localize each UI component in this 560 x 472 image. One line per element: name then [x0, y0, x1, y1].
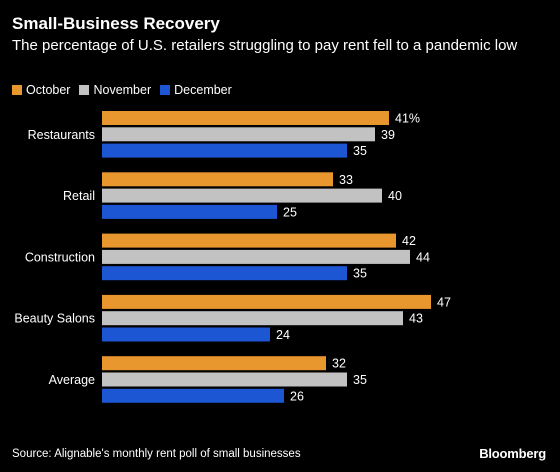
- source-note: Source: Alignable's monthly rent poll of…: [12, 448, 301, 460]
- legend-label-october: October: [26, 83, 71, 97]
- legend-item-november: November: [79, 83, 151, 97]
- category-label-beauty-salons: Beauty Salons: [14, 312, 95, 326]
- bar-retail-november: [102, 188, 382, 203]
- legend-swatch-december: [160, 85, 171, 95]
- legend-swatch-october: [12, 85, 22, 95]
- category-label-restaurants: Restaurants: [28, 128, 95, 142]
- bar-average-december: [102, 388, 284, 403]
- value-label-beauty-salons-october: 47: [437, 295, 451, 309]
- bar-average-october: [102, 356, 326, 371]
- value-label-restaurants-december: 35: [353, 144, 367, 158]
- value-label-construction-december: 35: [353, 267, 367, 281]
- legend-item-october: October: [12, 83, 70, 97]
- bar-beauty-salons-november: [102, 311, 403, 326]
- chart-subtitle: The percentage of U.S. retailers struggl…: [12, 37, 518, 54]
- chart-title: Small-Business Recovery: [12, 14, 220, 33]
- value-label-retail-november: 40: [388, 189, 402, 203]
- legend-label-november: November: [93, 83, 152, 97]
- bar-retail-october: [102, 172, 333, 187]
- value-label-construction-november: 44: [416, 250, 430, 264]
- value-label-retail-december: 25: [283, 205, 297, 219]
- bar-beauty-salons-october: [102, 294, 431, 309]
- value-label-average-december: 26: [290, 389, 304, 403]
- legend-label-december: December: [174, 83, 232, 97]
- bar-beauty-salons-december: [102, 327, 270, 342]
- legend-item-december: December: [160, 83, 232, 97]
- category-label-construction: Construction: [25, 250, 95, 264]
- bar-construction-december: [102, 266, 347, 281]
- bar-construction-november: [102, 249, 410, 264]
- bloomberg-logo: Bloomberg: [479, 446, 546, 461]
- value-label-retail-october: 33: [339, 173, 353, 187]
- value-label-construction-october: 42: [402, 234, 416, 248]
- value-label-restaurants-november: 39: [381, 128, 395, 142]
- value-label-average-october: 32: [332, 357, 346, 371]
- bar-average-november: [102, 372, 347, 387]
- bar-restaurants-november: [102, 127, 375, 142]
- value-label-restaurants-october: 41%: [395, 112, 420, 126]
- legend-swatch-november: [79, 85, 90, 95]
- category-label-retail: Retail: [63, 189, 95, 203]
- bar-chart: Restaurants 41%39 35 Retail 33 40 25 Constructi…: [14, 111, 451, 403]
- category-label-average: Average: [49, 373, 95, 387]
- legend: October November December: [12, 83, 241, 97]
- value-label-beauty-salons-december: 24: [276, 328, 290, 342]
- bar-restaurants-october: [102, 111, 389, 125]
- bar-retail-december: [102, 204, 277, 219]
- value-label-beauty-salons-november: 43: [409, 312, 423, 326]
- bar-construction-october: [102, 233, 396, 248]
- bar-restaurants-december: [102, 143, 347, 158]
- value-label-average-november: 35: [353, 373, 367, 387]
